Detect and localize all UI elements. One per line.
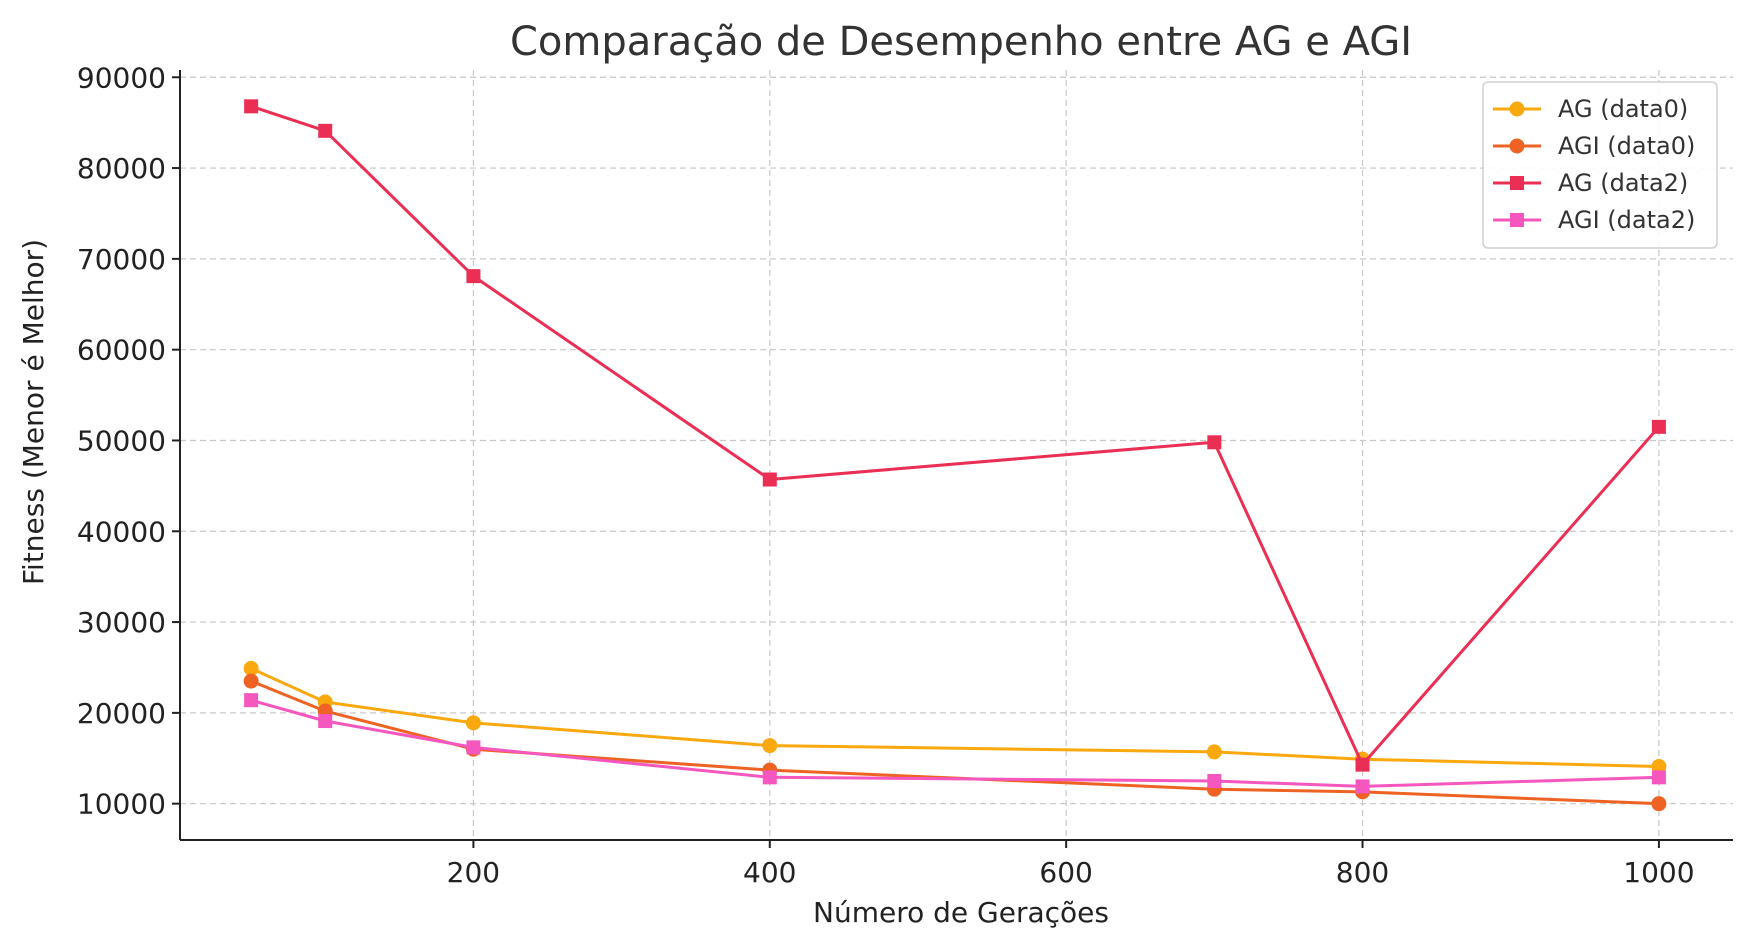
data-point (1206, 744, 1222, 760)
data-point (244, 99, 259, 114)
legend-label: AGI (data2) (1558, 206, 1695, 234)
y-tick-label: 20000 (77, 697, 166, 730)
data-point (243, 673, 259, 689)
x-axis-label: Número de Gerações (813, 896, 1109, 929)
legend-label: AG (data2) (1558, 169, 1688, 197)
data-point (465, 715, 481, 731)
x-tick-label: 1000 (1623, 856, 1694, 889)
grid (180, 70, 1733, 840)
series-2 (243, 673, 1667, 812)
series-line (250, 679, 1659, 806)
y-tick-label: 10000 (77, 788, 166, 821)
data-point (318, 123, 333, 138)
data-point (466, 269, 481, 284)
series-line (250, 104, 1661, 767)
x-tick-label: 400 (743, 856, 796, 889)
legend-item: AG (data2) (1493, 169, 1688, 197)
y-tick-label: 40000 (77, 515, 166, 548)
y-tick-label: 80000 (77, 152, 166, 185)
y-axis-label: Fitness (Menor é Melhor) (17, 239, 50, 585)
data-point (1207, 435, 1222, 450)
data-point (1651, 758, 1667, 774)
series-4 (244, 693, 1666, 794)
data-point (1355, 757, 1370, 772)
data-point (762, 472, 777, 487)
axes: 200 400 600 800 1000 10000 20000 30000 40000 5000… (77, 61, 1733, 889)
legend-item: AG (data0) (1493, 95, 1688, 123)
legend-marker (1510, 176, 1524, 190)
y-tick-label: 70000 (77, 243, 166, 276)
legend: AG (data0) AGI (data0) AG (data2) AGI (data… (1482, 81, 1718, 249)
data-point (1651, 419, 1666, 434)
x-tick-label: 600 (1039, 856, 1092, 889)
data-point (244, 693, 259, 708)
x-tick-label: 800 (1336, 856, 1389, 889)
series-1 (243, 660, 1667, 774)
data-point (243, 660, 259, 676)
legend-marker (1510, 213, 1524, 227)
data-point (762, 770, 777, 785)
data-point (1207, 773, 1222, 788)
data-point (1355, 779, 1370, 794)
legend-item: AGI (data2) (1493, 206, 1695, 234)
data-point (318, 714, 333, 729)
data-point (762, 738, 778, 754)
y-tick-label: 30000 (77, 606, 166, 639)
legend-marker (1509, 101, 1525, 117)
series-group (243, 99, 1667, 812)
chart-title: Comparação de Desempenho entre AG e AGI (510, 19, 1412, 65)
legend-label: AG (data0) (1558, 95, 1688, 123)
legend-marker (1509, 138, 1525, 154)
data-point (466, 740, 481, 755)
y-tick-label: 50000 (77, 424, 166, 457)
data-point (1651, 796, 1667, 812)
data-point (1651, 770, 1666, 785)
y-tick-label: 90000 (77, 61, 166, 94)
y-tick-label: 60000 (77, 334, 166, 367)
series-line (250, 667, 1659, 768)
series-3 (244, 99, 1666, 772)
legend-item: AGI (data0) (1493, 132, 1695, 160)
x-tick-label: 200 (447, 856, 500, 889)
legend-frame (1482, 81, 1718, 249)
legend-label: AGI (data0) (1558, 132, 1695, 160)
